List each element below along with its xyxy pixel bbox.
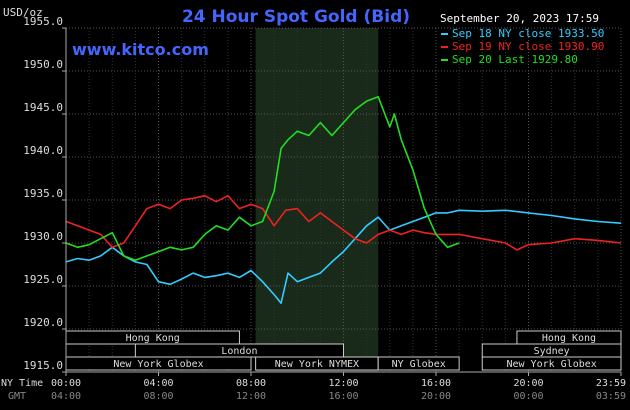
y-tick-label: 1945.0 — [23, 101, 63, 114]
y-tick-label: 1950.0 — [23, 58, 63, 71]
x-tick-label-gmt: 08:00 — [143, 391, 173, 402]
website-label: www.kitco.com — [72, 40, 209, 59]
legend-entry-2: Sep 19 NY close 1930.90 — [452, 40, 604, 53]
market-hours-box: New York Globex — [481, 356, 622, 371]
x-tick-label-ny: 08:00 — [236, 378, 266, 389]
y-tick-label: 1915.0 — [23, 359, 63, 372]
market-hours-box: NY Globex — [377, 356, 460, 371]
x-tick-label-ny: 23:59 — [596, 378, 626, 389]
x-tick-label-gmt: 03:59 — [596, 391, 626, 402]
market-hours-box: Hong Kong — [516, 330, 622, 345]
market-hours-box: New York Globex — [65, 356, 252, 371]
market-hours-label: NY Globex — [392, 359, 446, 370]
x-tick-label-ny: 00:00 — [51, 378, 81, 389]
market-hours-label: New York Globex — [506, 359, 596, 370]
market-hours-label: Hong Kong — [126, 333, 180, 344]
legend-entry-1: Sep 18 NY close 1933.50 — [452, 27, 604, 40]
x-tick-label-ny: 04:00 — [143, 378, 173, 389]
legend-entry-3: Sep 20 Last 1929.80 — [452, 53, 578, 66]
market-hours-rect — [481, 356, 622, 371]
y-tick-label: 1920.0 — [23, 316, 63, 329]
market-hours-box: New York NYMEX — [255, 356, 379, 371]
y-tick-label: 1940.0 — [23, 144, 63, 157]
chart-title: 24 Hour Spot Gold (Bid) — [182, 7, 410, 27]
y-tick-label: 1930.0 — [23, 230, 63, 243]
x-tick-label-gmt: 00:00 — [513, 391, 543, 402]
x-tick-label-ny: 12:00 — [328, 378, 358, 389]
market-hours-label: New York Globex — [113, 359, 203, 370]
x-tick-label-ny: 16:00 — [421, 378, 451, 389]
y-tick-label: 1935.0 — [23, 187, 63, 200]
x-tick-label-ny: 20:00 — [513, 378, 543, 389]
market-hours-label: New York NYMEX — [275, 359, 359, 370]
y-tick-label: 1925.0 — [23, 273, 63, 286]
x-tick-label-gmt: 12:00 — [236, 391, 266, 402]
series-line-1 — [65, 209, 622, 305]
market-hours-label: Sydney — [534, 346, 570, 357]
series-line-2 — [65, 194, 622, 251]
market-hours-rect — [377, 356, 460, 371]
x-axis-ny-time-label: NY Time — [1, 378, 43, 389]
y-axis-unit-label: USD/oz — [3, 6, 43, 19]
x-tick-label-gmt: 16:00 — [328, 391, 358, 402]
chart-date-label: September 20, 2023 17:59 — [440, 12, 599, 25]
x-axis-gmt-label: GMT — [8, 391, 26, 402]
market-hours-label: London — [221, 346, 257, 357]
market-hours-box: Hong Kong — [65, 330, 240, 345]
x-tick-label-gmt: 20:00 — [421, 391, 451, 402]
market-hours-label: Hong Kong — [542, 333, 596, 344]
series-line-3 — [65, 96, 460, 262]
market-hours-box: London — [134, 343, 344, 358]
x-tick-label-gmt: 04:00 — [51, 391, 81, 402]
market-hours-box: Sydney — [481, 343, 622, 358]
y-tick-label: 1955.0 — [23, 15, 63, 28]
